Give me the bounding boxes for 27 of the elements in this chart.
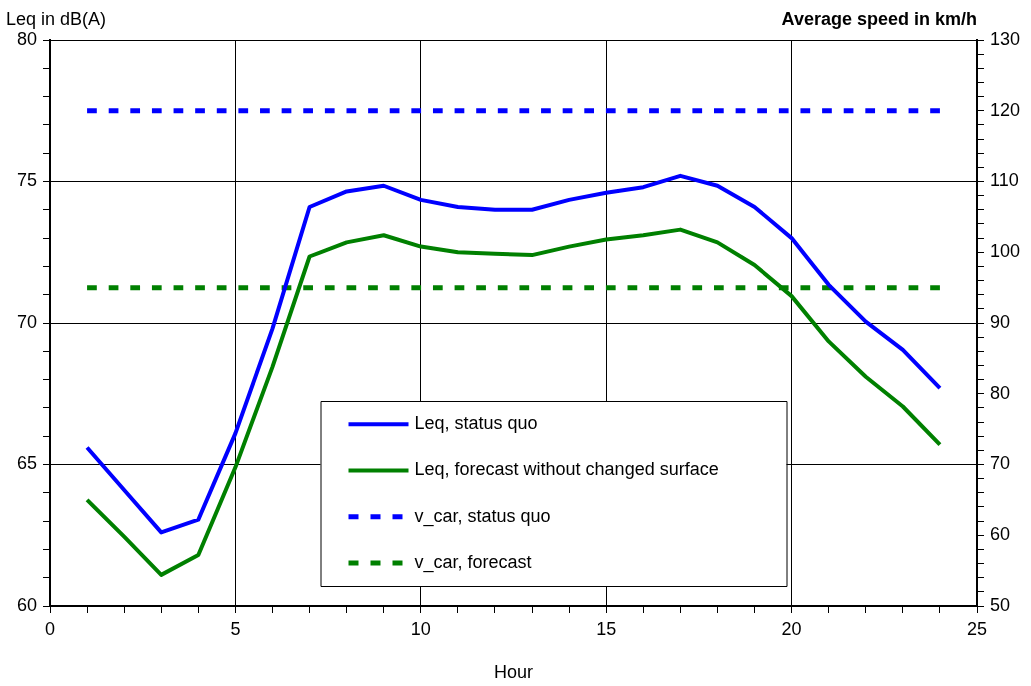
y-tick-label: 60 (16, 594, 37, 615)
y2-tick-label: 100 (990, 241, 1021, 262)
x-tick-label: 20 (781, 618, 802, 639)
y2-tick-label: 80 (990, 382, 1011, 403)
legend-label: v_car, forecast (414, 551, 532, 573)
y-tick-label: 65 (16, 453, 37, 474)
x-tick-label: 10 (410, 618, 431, 639)
x-tick-label: 25 (966, 618, 988, 639)
x-tick-label: 0 (44, 618, 56, 639)
y-tick-label: 70 (16, 311, 37, 332)
y-tick-label: 80 (16, 28, 37, 49)
y2-tick-label: 60 (990, 524, 1011, 545)
x-axis-title: Hour (493, 661, 534, 682)
legend-label: v_car, status quo (414, 505, 551, 527)
legend-label: Leq, forecast without changed surface (414, 459, 719, 480)
y2-tick-label: 50 (990, 594, 1011, 615)
y2-tick-label: 130 (990, 28, 1021, 49)
y-axis-title: Leq in dB(A) (6, 8, 107, 29)
y-tick-label: 75 (16, 170, 37, 191)
y2-tick-label: 70 (990, 453, 1011, 474)
y2-tick-label: 90 (990, 311, 1011, 332)
y2-tick-label: 120 (990, 99, 1021, 120)
y2-tick-label: 110 (990, 170, 1019, 191)
x-tick-label: 5 (230, 618, 241, 639)
x-tick-label: 15 (596, 618, 617, 639)
legend-label: Leq, status quo (414, 413, 538, 434)
y2-axis-title: Average speed in km/h (781, 8, 977, 29)
